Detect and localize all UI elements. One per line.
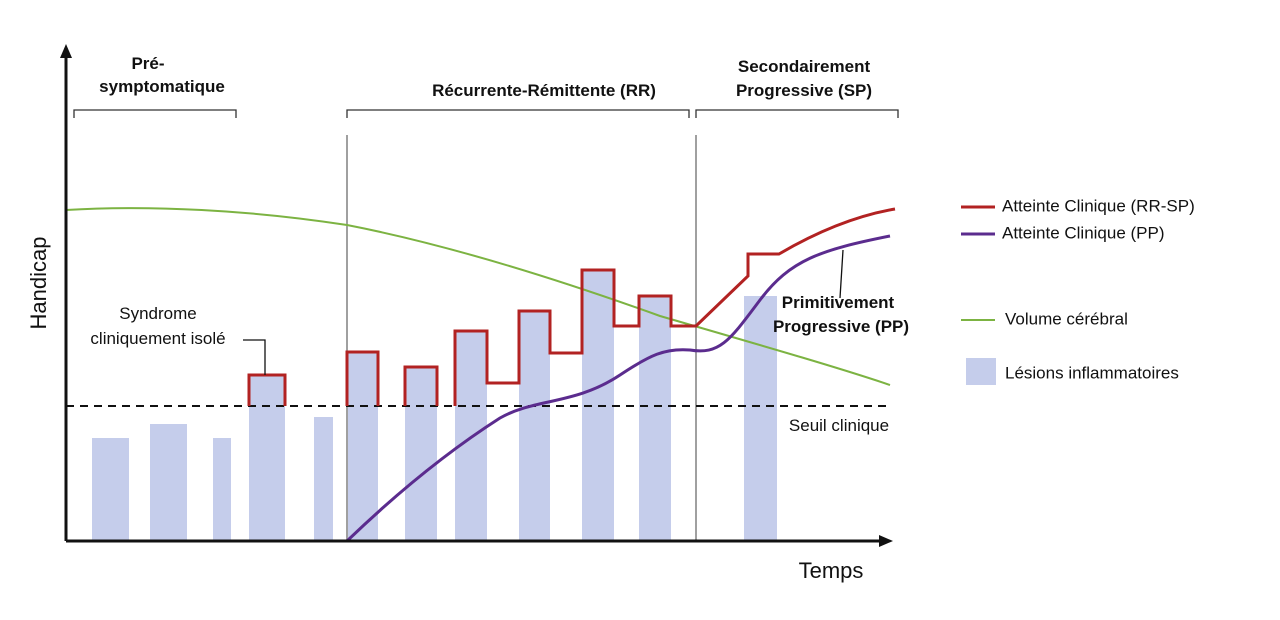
cis-label-line2: cliniquement isolé bbox=[90, 329, 225, 348]
legend-swatch-lesions bbox=[966, 358, 996, 385]
brain-volume-curve bbox=[65, 207, 891, 386]
legend-label-rr-sp: Atteinte Clinique (RR-SP) bbox=[1002, 196, 1195, 215]
bracket-rr bbox=[346, 109, 690, 118]
lesion-bar bbox=[249, 375, 285, 541]
pp-leader-line bbox=[839, 249, 844, 299]
lesion-bar bbox=[639, 296, 671, 541]
lesion-bar bbox=[519, 311, 550, 541]
legend-label-volume: Volume cérébral bbox=[1005, 309, 1128, 328]
lesion-bar bbox=[314, 417, 333, 541]
x-axis-title: Temps bbox=[799, 558, 864, 583]
bracket-pre-symptomatic bbox=[73, 109, 237, 118]
legend-label-lesions: Lésions inflammatoires bbox=[1005, 363, 1179, 382]
lesion-bar bbox=[92, 438, 129, 541]
lesion-bar bbox=[347, 352, 378, 541]
lesion-bar bbox=[213, 438, 231, 541]
rr-sp-curve bbox=[247, 207, 896, 406]
pp-curve bbox=[345, 234, 891, 543]
cis-label-line1: Syndrome bbox=[119, 304, 196, 323]
phase-label-pre-line2: symptomatique bbox=[99, 77, 225, 96]
phase-label-pre-line1: Pré- bbox=[131, 54, 164, 73]
phase-label-sp-line2: Progressive (SP) bbox=[736, 81, 872, 100]
threshold-label: Seuil clinique bbox=[789, 416, 889, 435]
y-axis-title: Handicap bbox=[26, 237, 51, 330]
legend-label-pp: Atteinte Clinique (PP) bbox=[1002, 223, 1165, 242]
x-axis-arrowhead bbox=[879, 535, 893, 547]
inflammatory-lesions bbox=[92, 270, 777, 541]
legend: Atteinte Clinique (RR-SP) Atteinte Clini… bbox=[961, 196, 1195, 385]
y-axis-arrowhead bbox=[60, 44, 72, 58]
lesion-bar bbox=[744, 296, 777, 541]
cis-leader-line bbox=[243, 339, 266, 375]
phase-label-sp-line1: Secondairement bbox=[738, 57, 871, 76]
bracket-sp bbox=[695, 109, 899, 118]
lesion-bar bbox=[405, 367, 437, 541]
pp-label-line2: Progressive (PP) bbox=[773, 317, 909, 336]
lesion-bar bbox=[150, 424, 187, 541]
phase-label-rr: Récurrente-Rémittente (RR) bbox=[432, 81, 656, 100]
pp-label-line1: Primitivement bbox=[782, 293, 895, 312]
